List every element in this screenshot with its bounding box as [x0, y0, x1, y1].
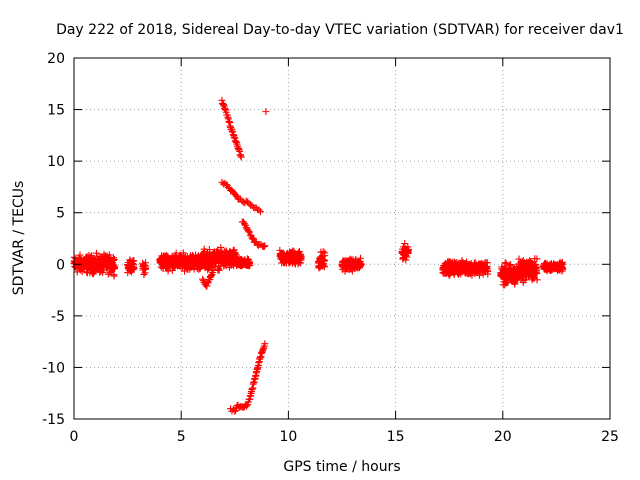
data-point [520, 277, 528, 285]
data-point [261, 340, 269, 348]
data-point [130, 264, 138, 272]
data-point [445, 271, 453, 279]
data-point [321, 252, 329, 260]
data-point [501, 259, 509, 267]
data-point [142, 262, 150, 270]
data-point [248, 234, 256, 242]
data-point [257, 208, 265, 216]
data-point [246, 228, 254, 236]
data-point [111, 263, 119, 271]
x-tick-label: 15 [387, 429, 405, 445]
data-point [533, 255, 541, 263]
data-point [357, 254, 365, 262]
data-point [533, 276, 541, 284]
data-point [468, 271, 476, 279]
data-point [172, 249, 180, 257]
y-tick-label: 5 [56, 206, 65, 222]
data-point [232, 191, 240, 199]
data-point [237, 153, 245, 161]
data-point [559, 265, 567, 273]
data-point [515, 255, 523, 263]
data-point [207, 272, 215, 280]
data-point [199, 277, 207, 285]
data-point [261, 242, 269, 250]
data-point [199, 275, 207, 283]
data-point [357, 260, 365, 268]
data-point [262, 108, 270, 116]
data-point [319, 248, 327, 256]
data-point [533, 270, 541, 278]
data-point [246, 261, 254, 269]
data-point [404, 245, 412, 253]
data-points [70, 96, 567, 415]
data-point [320, 263, 328, 271]
y-tick-label: 0 [56, 257, 65, 273]
y-tick-label: 20 [47, 51, 65, 67]
data-point [255, 206, 263, 214]
data-point [110, 255, 118, 263]
data-point [260, 243, 268, 251]
data-point [130, 257, 138, 265]
x-tick-label: 25 [601, 429, 619, 445]
x-axis-label: GPS time / hours [283, 459, 400, 475]
x-tick-label: 10 [279, 429, 297, 445]
data-point [140, 270, 148, 278]
data-point [110, 254, 118, 262]
grid [74, 58, 610, 419]
x-tick-label: 5 [177, 429, 186, 445]
y-tick-label: 10 [47, 154, 65, 170]
chart-title: Day 222 of 2018, Sidereal Day-to-day VTE… [56, 22, 624, 38]
data-point [401, 240, 409, 248]
data-point [215, 266, 223, 274]
data-point [243, 402, 251, 410]
data-point [231, 407, 239, 415]
x-tick-label: 20 [494, 429, 512, 445]
y-tick-label: -10 [42, 360, 65, 376]
data-point [204, 279, 212, 287]
y-tick-label: -5 [51, 309, 65, 325]
plot-frame [73, 57, 611, 420]
x-tick-label: 0 [70, 429, 79, 445]
data-point [110, 272, 118, 280]
data-point [507, 261, 515, 269]
data-point [244, 226, 252, 234]
y-tick-label: 15 [47, 103, 65, 119]
data-point [484, 270, 492, 278]
data-point [92, 249, 100, 257]
y-axis-label: SDTVAR / TECUs [11, 181, 27, 296]
data-point [533, 263, 541, 271]
y-tick-label: -15 [42, 412, 65, 428]
data-point [297, 254, 305, 262]
data-point [240, 220, 248, 228]
data-point [209, 266, 217, 274]
data-point [483, 259, 491, 267]
axis-ticks: 0 5 10 15 20 25 -15 -10 -5 0 5 10 15 20 [42, 51, 619, 445]
